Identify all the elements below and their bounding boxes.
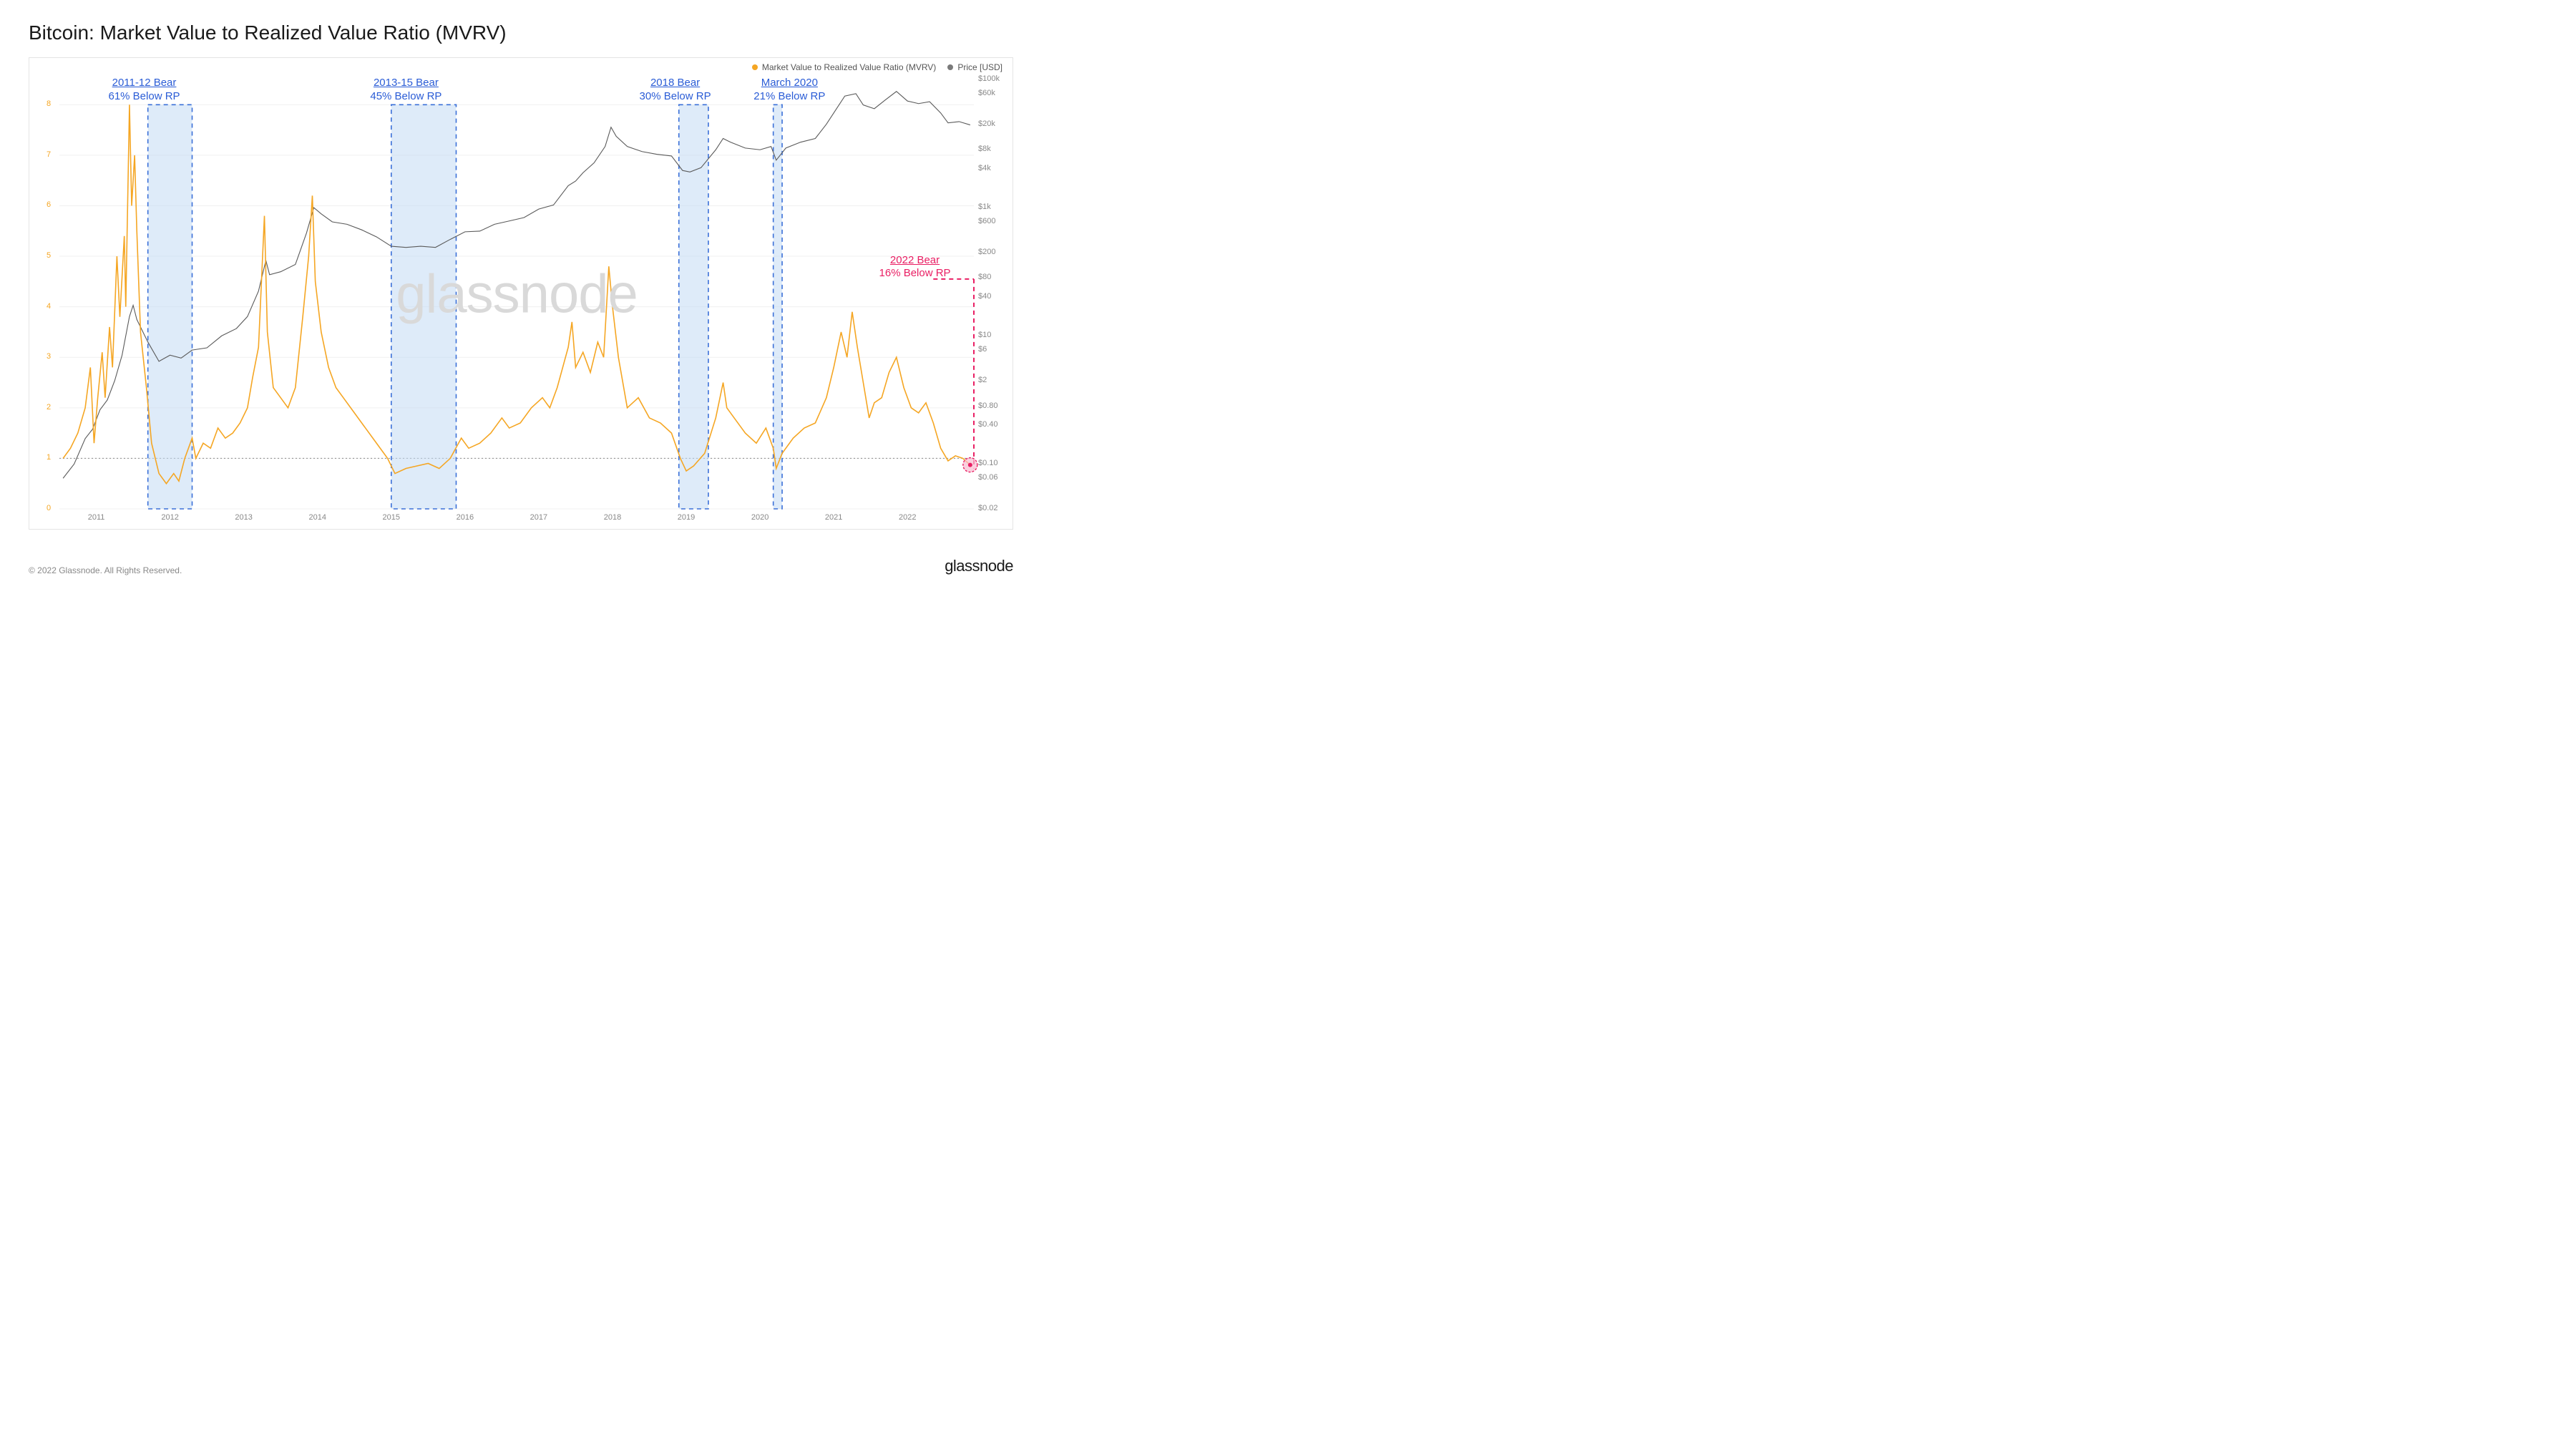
legend-dot-mvrv: [752, 64, 758, 70]
y-right-tick: $10: [978, 331, 991, 339]
x-tick: 2013: [235, 513, 252, 522]
y-left-tick: 2: [47, 403, 51, 412]
y-right-tick: $0.06: [978, 473, 998, 482]
y-right-tick: $80: [978, 273, 991, 281]
y-left-tick: 6: [47, 200, 51, 209]
y-right-tick: $100k: [978, 74, 1000, 83]
y-right-tick: $60k: [978, 89, 995, 97]
x-tick: 2020: [751, 513, 769, 522]
annotation-ann-2011: 2011-12 Bear61% Below RP: [108, 77, 180, 104]
chart-title: Bitcoin: Market Value to Realized Value …: [29, 21, 1013, 44]
x-tick: 2015: [383, 513, 400, 522]
x-tick: 2019: [678, 513, 695, 522]
chart-frame: Market Value to Realized Value Ratio (MV…: [29, 57, 1013, 530]
x-tick: 2011: [88, 513, 105, 522]
legend-label-mvrv: Market Value to Realized Value Ratio (MV…: [762, 62, 936, 72]
x-tick: 2022: [899, 513, 916, 522]
legend-label-price: Price [USD]: [957, 62, 1002, 72]
y-right-tick: $6: [978, 345, 987, 354]
x-tick: 2018: [604, 513, 621, 522]
x-tick: 2014: [308, 513, 326, 522]
plot-area: glassnode: [59, 79, 974, 509]
legend-dot-price: [947, 64, 953, 70]
y-right-tick: $0.40: [978, 420, 998, 429]
x-tick: 2016: [457, 513, 474, 522]
y-right-tick: $1k: [978, 203, 991, 211]
y-right-tick: $200: [978, 248, 995, 256]
y-right-tick: $0.02: [978, 504, 998, 512]
y-right-tick: $40: [978, 292, 991, 301]
y-left-tick: 4: [47, 302, 51, 311]
copyright: © 2022 Glassnode. All Rights Reserved.: [29, 565, 182, 575]
y-right-tick: $0.80: [978, 402, 998, 410]
x-tick: 2021: [825, 513, 842, 522]
y-right-tick: $0.10: [978, 459, 998, 467]
y-left-tick: 0: [47, 504, 51, 512]
x-tick: 2017: [530, 513, 547, 522]
brand-logo: glassnode: [945, 557, 1013, 575]
footer: © 2022 Glassnode. All Rights Reserved. g…: [29, 557, 1013, 575]
y-left-tick: 8: [47, 99, 51, 108]
y-right-tick: $4k: [978, 164, 991, 172]
y-left-tick: 7: [47, 150, 51, 159]
legend-item-price: Price [USD]: [947, 62, 1002, 72]
y-right-tick: $2: [978, 376, 987, 384]
y-left-tick: 5: [47, 251, 51, 260]
x-tick: 2012: [161, 513, 178, 522]
annotation-ann-2013: 2013-15 Bear45% Below RP: [370, 77, 441, 104]
annotation-ann-2022: 2022 Bear16% Below RP: [879, 254, 951, 281]
y-left-tick: 1: [47, 453, 51, 462]
y-right-tick: $20k: [978, 120, 995, 128]
annotation-ann-2020: March 202021% Below RP: [753, 77, 825, 104]
y-right-tick: $600: [978, 217, 995, 225]
y-right-tick: $8k: [978, 145, 991, 153]
legend: Market Value to Realized Value Ratio (MV…: [752, 62, 1002, 72]
y-left-tick: 3: [47, 352, 51, 361]
legend-item-mvrv: Market Value to Realized Value Ratio (MV…: [752, 62, 936, 72]
annotation-ann-2018: 2018 Bear30% Below RP: [640, 77, 711, 104]
